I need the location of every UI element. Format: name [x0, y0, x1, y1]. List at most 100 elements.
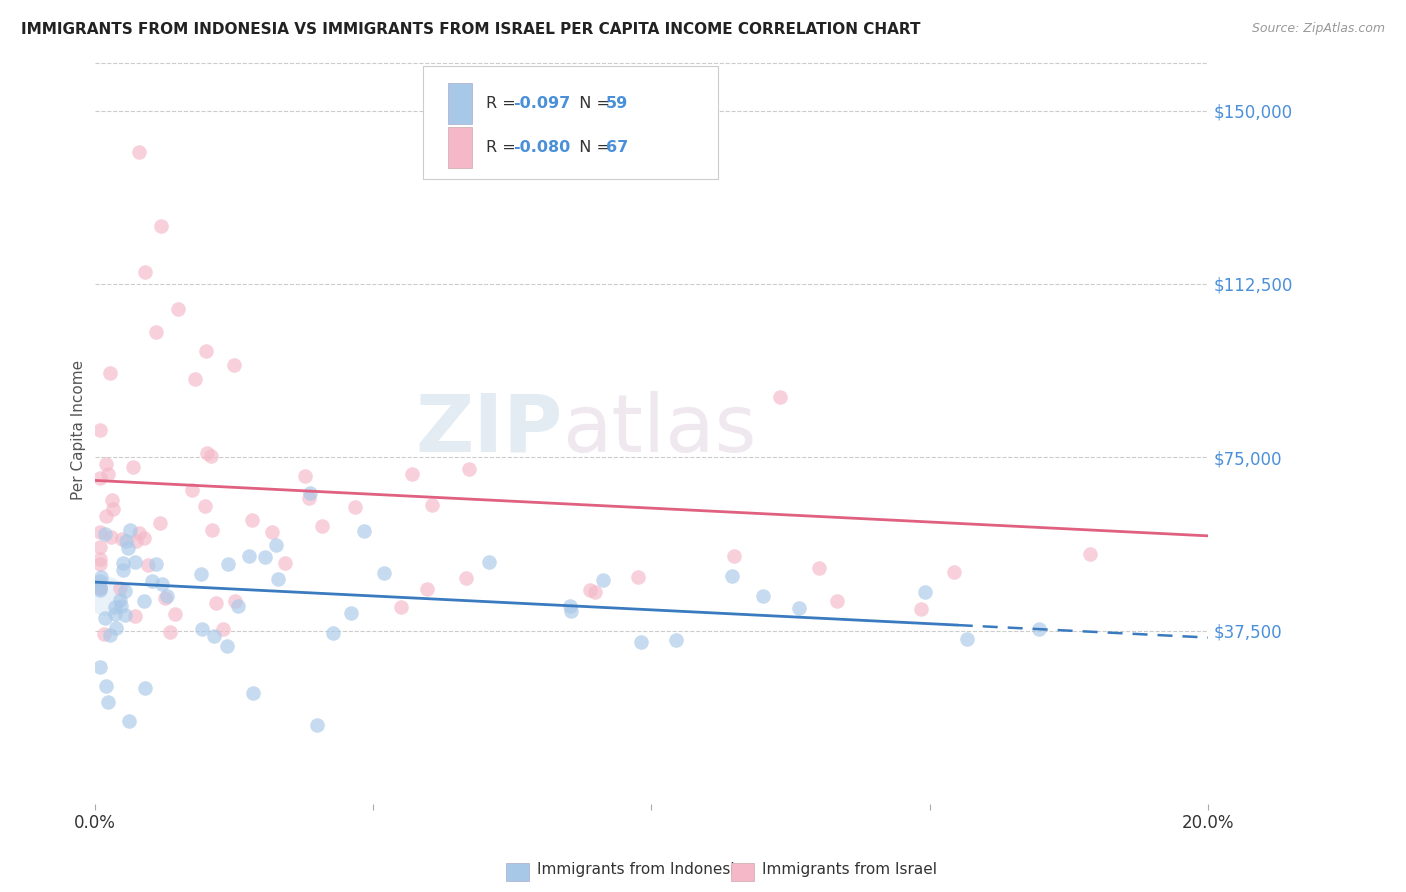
Point: [150, 219, 173, 234]
Point: [110, 599, 132, 613]
Point: [89, 574, 111, 588]
Point: [89, 552, 111, 566]
Point: [266, 538, 288, 552]
Point: [224, 594, 246, 608]
Text: N =: N =: [569, 140, 616, 154]
Text: ZIP: ZIP: [415, 391, 562, 468]
Point: [195, 445, 218, 459]
Point: [89, 660, 111, 674]
Text: Source: ZipAtlas.com: Source: ZipAtlas.com: [1251, 22, 1385, 36]
Point: [132, 593, 155, 607]
Point: [202, 629, 225, 643]
Point: [94, 611, 117, 625]
Text: Immigrants from Indonesia: Immigrants from Indonesia: [537, 863, 744, 877]
Point: [118, 714, 141, 728]
Point: [98, 366, 121, 380]
Point: [579, 583, 602, 598]
Point: [112, 563, 135, 577]
Point: [101, 493, 124, 508]
Point: [339, 606, 361, 620]
Text: R =: R =: [485, 96, 520, 112]
Point: [98, 628, 121, 642]
Point: [294, 469, 316, 483]
Point: [253, 549, 276, 564]
Point: [478, 555, 501, 569]
Point: [627, 569, 650, 583]
Point: [592, 573, 614, 587]
Point: [262, 524, 284, 539]
Point: [190, 566, 212, 581]
Point: [194, 343, 217, 358]
Text: N =: N =: [569, 96, 616, 112]
Point: [89, 581, 111, 595]
Point: [128, 145, 150, 160]
Point: [311, 519, 333, 533]
Text: 67: 67: [606, 140, 628, 154]
Y-axis label: Per Capita Income: Per Capita Income: [72, 359, 86, 500]
Point: [416, 582, 439, 596]
Point: [89, 540, 111, 554]
Point: [89, 583, 111, 598]
Point: [454, 571, 477, 585]
Point: [457, 462, 479, 476]
Point: [149, 516, 172, 531]
Point: [181, 483, 204, 497]
Point: [242, 686, 264, 700]
Point: [190, 623, 212, 637]
Text: IMMIGRANTS FROM INDONESIA VS IMMIGRANTS FROM ISRAEL PER CAPITA INCOME CORRELATIO: IMMIGRANTS FROM INDONESIA VS IMMIGRANTS …: [21, 22, 921, 37]
Point: [200, 450, 222, 464]
Text: atlas: atlas: [562, 391, 756, 468]
Point: [111, 532, 134, 546]
Point: [343, 500, 366, 514]
Point: [205, 596, 228, 610]
Point: [630, 635, 652, 649]
Point: [165, 607, 187, 621]
Point: [240, 513, 263, 527]
Point: [104, 607, 127, 621]
Point: [89, 471, 111, 485]
Point: [141, 574, 163, 589]
Text: 59: 59: [606, 96, 628, 112]
Point: [217, 640, 239, 654]
Point: [90, 570, 112, 584]
Text: R =: R =: [485, 140, 520, 154]
Point: [93, 627, 115, 641]
Point: [125, 534, 148, 549]
Point: [117, 541, 139, 556]
Point: [768, 390, 790, 404]
Point: [1078, 547, 1101, 561]
Point: [89, 582, 111, 596]
Point: [808, 560, 831, 574]
Point: [298, 486, 321, 500]
Point: [720, 568, 742, 582]
Point: [94, 526, 117, 541]
Point: [787, 601, 810, 615]
Point: [159, 624, 181, 639]
Point: [201, 523, 224, 537]
Point: [124, 608, 146, 623]
Point: [114, 607, 136, 622]
Point: [583, 585, 606, 599]
Point: [943, 565, 966, 579]
Point: [217, 557, 239, 571]
Point: [222, 358, 245, 372]
Point: [167, 302, 190, 317]
FancyBboxPatch shape: [423, 66, 718, 178]
Point: [420, 499, 443, 513]
Point: [94, 509, 117, 524]
Point: [134, 531, 156, 545]
Point: [101, 502, 124, 516]
FancyBboxPatch shape: [447, 127, 472, 168]
Point: [128, 525, 150, 540]
Point: [97, 467, 120, 481]
Point: [322, 626, 344, 640]
Point: [114, 584, 136, 599]
Point: [104, 600, 127, 615]
Point: [97, 695, 120, 709]
Text: -0.097: -0.097: [513, 96, 571, 112]
Point: [96, 679, 118, 693]
Point: [1028, 622, 1050, 636]
Point: [389, 599, 412, 614]
Point: [825, 594, 848, 608]
Point: [150, 577, 173, 591]
